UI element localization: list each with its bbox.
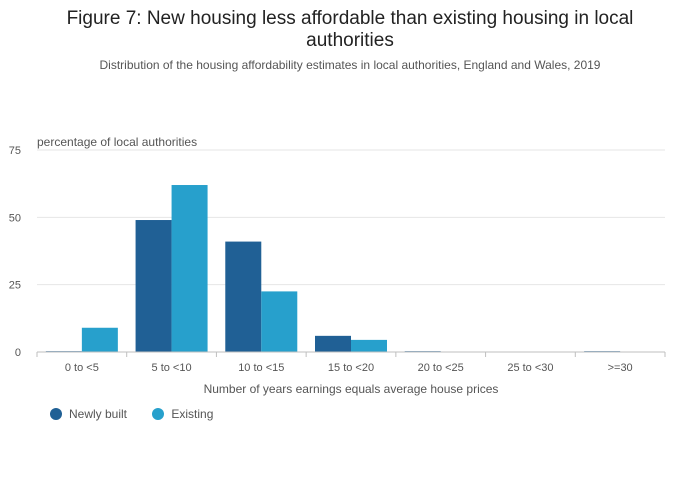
legend-item-existing[interactable]: Existing (152, 407, 213, 421)
y-tick-label: 0 (15, 347, 21, 359)
legend-label: Existing (171, 407, 214, 421)
y-axis-ticks: 0 25 50 75 (9, 145, 21, 359)
chart-subtitle: Distribution of the housing affordabilit… (99, 58, 601, 72)
gridlines (37, 149, 665, 286)
x-tick-label: 5 to <10 (152, 362, 192, 374)
x-tick-label: 0 to <5 (65, 362, 99, 374)
y-axis-label: percentage of local authorities (37, 135, 197, 149)
bar[interactable] (171, 185, 208, 352)
bar[interactable] (135, 220, 172, 352)
legend-label: Newly built (69, 407, 128, 421)
y-tick-label: 50 (9, 212, 21, 224)
bar[interactable] (261, 291, 298, 352)
x-axis-label: Number of years earnings equals average … (204, 382, 499, 396)
x-tick-label: 10 to <15 (238, 362, 284, 374)
legend: Newly built Existing (50, 407, 235, 423)
bars (45, 185, 621, 352)
x-tick-label: 25 to <30 (507, 362, 553, 374)
x-axis-ticks: 0 to <5 5 to <10 10 to <15 15 to <20 20 to <… (36, 352, 666, 374)
x-tick-label: >=30 (608, 362, 633, 374)
legend-swatch (152, 408, 165, 420)
chart-title: Figure 7: New housing less affordable th… (66, 8, 634, 51)
y-tick-label: 75 (9, 145, 21, 157)
bar[interactable] (81, 327, 118, 352)
y-tick-label: 25 (9, 280, 21, 292)
legend-swatch (50, 408, 62, 420)
x-tick-label: 15 to <20 (328, 362, 374, 374)
bar[interactable] (315, 335, 351, 352)
bar[interactable] (351, 339, 387, 352)
bar[interactable] (225, 241, 262, 352)
legend-item-newly-built[interactable]: Newly built (50, 407, 127, 421)
x-tick-label: 20 to <25 (418, 362, 464, 374)
